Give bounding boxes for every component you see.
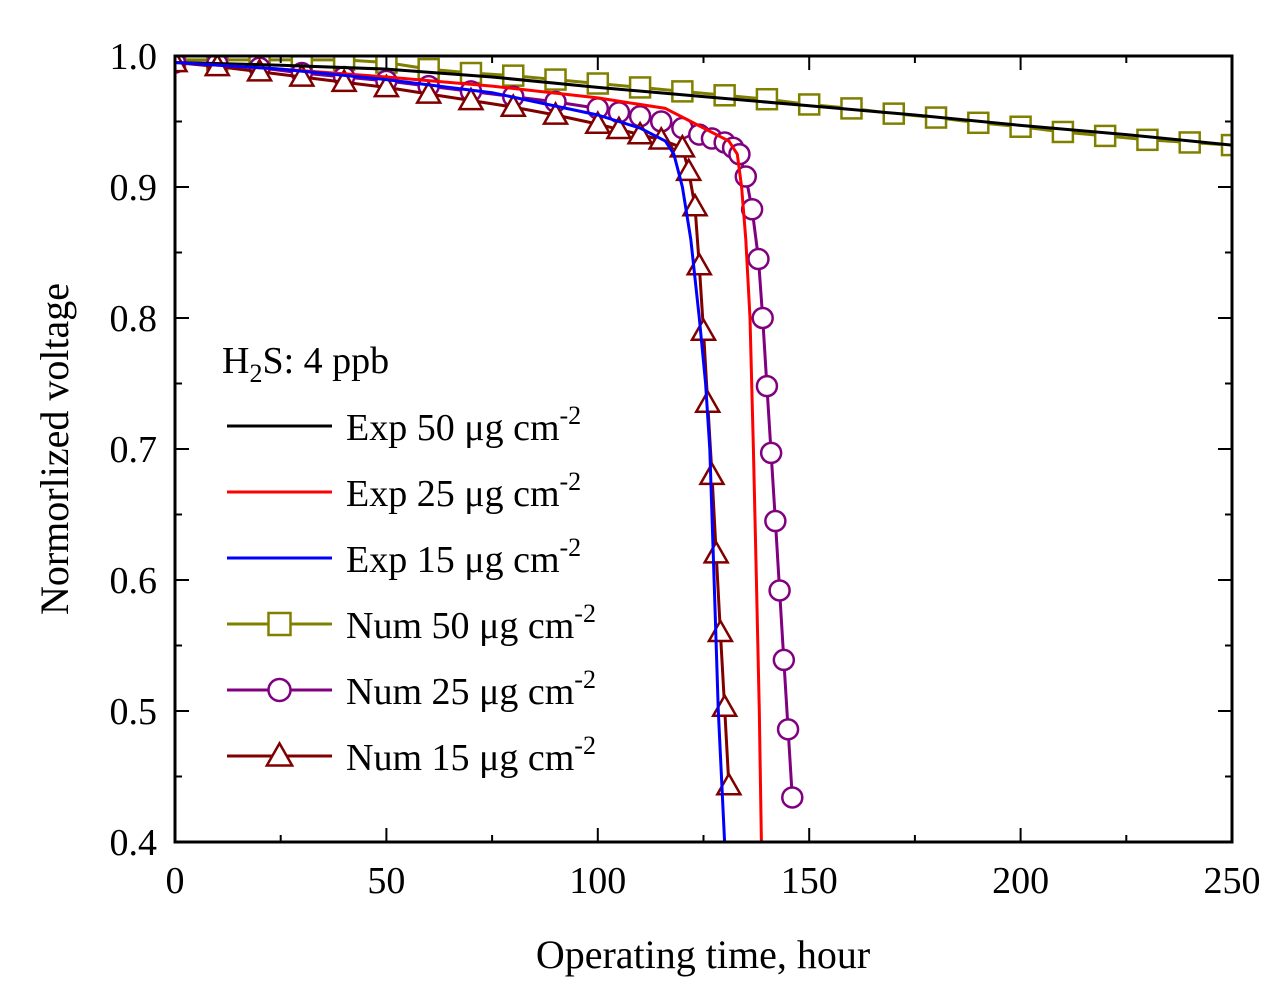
data-point-triangle [681,192,709,217]
y-tick-label: 0.5 [110,691,158,733]
y-tick-label: 0.8 [110,298,158,340]
legend: Exp 50 μg cm-2 Exp 25 μg cm-2 Exp 15 μg cm… [227,401,596,779]
data-point-circle [759,441,783,465]
legend-label: Exp 25 μg cm-2 [346,467,581,515]
data-point-triangle [245,57,274,82]
data-point-square [586,72,610,95]
data-point-triangle [415,79,443,104]
legend-item: Exp 25 μg cm-2 [227,467,581,515]
data-point-triangle [706,618,735,643]
data-point-circle [768,579,791,602]
data-point-triangle [675,157,703,182]
series-line [175,61,727,842]
series-1 [175,61,763,842]
series-line [175,61,1232,147]
data-point-circle [751,306,774,330]
data-point-triangle [668,133,697,158]
x-tick-label: 50 [367,860,405,902]
y-tick-label: 0.6 [110,560,158,602]
data-point-circle [755,374,779,398]
data-point-square [713,84,736,107]
legend-label: Num 15 μg cm-2 [346,731,596,779]
data-point-square [1051,120,1075,144]
data-point-triangle [330,68,358,93]
ticks-layer: 0 50 100 150 200 250 0.4 0.5 0.6 0.7 0.8 0.9 1.0 [110,36,1261,902]
data-point-triangle [584,110,612,134]
data-point-square [267,611,292,637]
series-0 [175,61,1232,147]
x-tick-label: 250 [1204,860,1261,902]
legend-item: Num 50 μg cm-2 [227,599,596,647]
annotation-sub: 2 [249,359,262,388]
data-point-circle [747,247,770,271]
legend-label: Num 50 μg cm-2 [346,599,596,647]
data-point-square [459,61,483,85]
data-point-square [755,87,779,111]
legend-item: Num 15 μg cm-2 [227,731,596,779]
data-point-square [628,76,652,99]
data-point-triangle [457,86,485,111]
data-point-circle [781,786,804,809]
series-4 [175,56,804,809]
x-tick-label: 150 [781,860,838,902]
y-tick-label: 0.4 [110,822,158,864]
series-2 [175,61,727,842]
data-point-square [1093,124,1117,148]
data-point-square [671,80,694,103]
plot-frame [173,54,1234,844]
data-point-triangle [288,62,316,87]
y-tick-label: 0.9 [110,167,158,209]
data-point-square [501,64,525,87]
data-point-square [544,68,567,91]
data-point-triangle [702,539,730,564]
series-line [175,61,763,842]
annotation-h2s: H2S: 4 ppb [222,340,389,388]
series-5 [175,56,743,796]
y-axis-title: Normorlized voltage [32,283,77,615]
data-point-triangle [689,317,718,341]
data-point-triangle [264,740,295,767]
data-point-circle [772,648,796,672]
series-layer [175,56,1232,842]
annotation-rest: S: 4 ppb [262,340,389,382]
legend-item: Num 25 μg cm-2 [227,665,596,713]
data-point-circle [764,509,787,533]
x-tick-label: 0 [166,860,185,902]
legend-item: Exp 50 μg cm-2 [227,401,581,449]
data-point-circle [267,677,292,703]
data-point-triangle [626,120,654,145]
legend-item: Exp 15 μg cm-2 [227,533,581,581]
legend-label: Exp 15 μg cm-2 [346,533,581,581]
data-point-triangle [372,73,401,98]
data-point-triangle [541,100,570,125]
data-point-triangle [499,93,527,117]
data-point-square [1136,128,1159,152]
annotation-main: H [222,340,249,382]
legend-label: Num 25 μg cm-2 [346,665,596,713]
legend-label: Exp 50 μg cm-2 [346,401,581,449]
x-axis-title: Operating time, hour [536,932,870,977]
data-point-triangle [605,115,633,140]
data-point-circle [776,718,800,741]
y-tick-label: 0.7 [110,429,158,471]
y-tick-label: 1.0 [110,36,158,78]
x-tick-label: 100 [569,860,626,902]
x-tick-label: 200 [992,860,1049,902]
